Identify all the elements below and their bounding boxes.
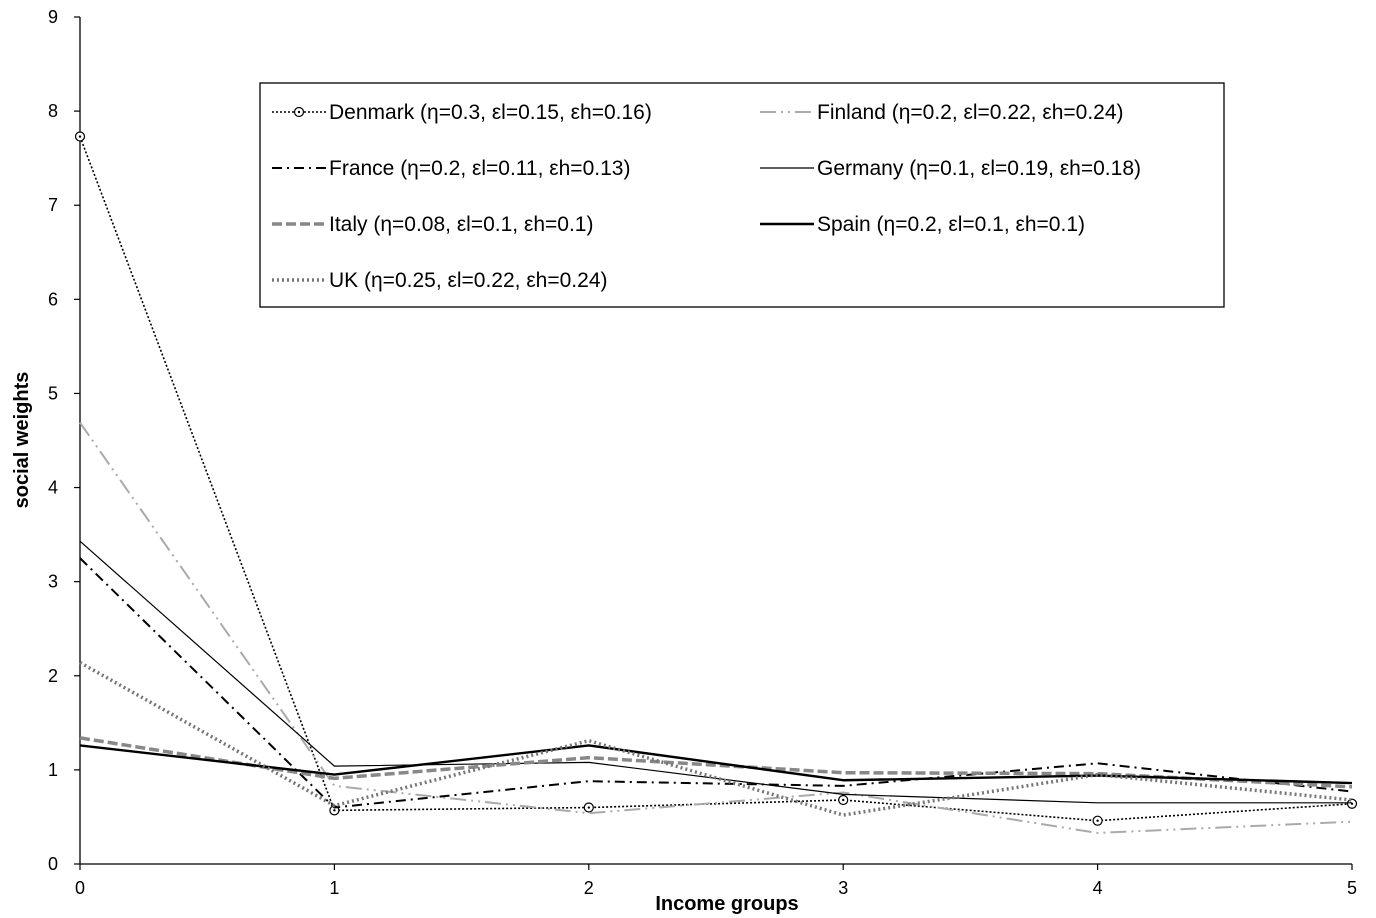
legend-label-0: Denmark (η=0.3, εl=0.15, εh=0.16) (329, 101, 652, 124)
legend-label-4: Italy (η=0.08, εl=0.1, εh=0.1) (329, 213, 593, 236)
data-point-marker-center (78, 135, 82, 138)
y-tick-label: 7 (48, 195, 58, 215)
data-point-marker-center (842, 798, 845, 802)
x-tick-label: 1 (329, 878, 339, 898)
legend-label-2: France (η=0.2, εl=0.11, εh=0.13) (329, 157, 630, 180)
y-tick-label: 5 (48, 383, 58, 403)
x-tick-label: 2 (584, 878, 594, 898)
y-tick-label: 0 (48, 854, 58, 874)
y-tick-label: 4 (48, 478, 58, 498)
y-tick-label: 3 (48, 572, 58, 592)
series-line-2 (79, 557, 1353, 809)
y-tick-label: 9 (48, 7, 58, 27)
chart-series (74, 131, 1358, 834)
x-tick-label: 3 (838, 878, 848, 898)
legend-label-3: Germany (η=0.1, εl=0.19, εh=0.18) (817, 157, 1141, 180)
data-point-marker-center (587, 806, 590, 809)
legend-marker-center (297, 110, 301, 114)
y-tick-label: 6 (48, 289, 58, 309)
chart-legend: Denmark (η=0.3, εl=0.15, εh=0.16) Finland… (259, 82, 1225, 308)
x-tick-label: 5 (1347, 878, 1357, 898)
x-tick-label: 4 (1093, 878, 1103, 898)
series-line-6 (79, 661, 1353, 817)
legend-label-1: Finland (η=0.2, εl=0.22, εh=0.24) (817, 101, 1124, 124)
series-line-3 (79, 540, 1352, 804)
chart-axes: 0 1 2 3 4 5 6 7 8 9 0 1 2 3 4 5 (48, 7, 1357, 898)
legend-label-6: UK (η=0.25, εl=0.22, εh=0.24) (329, 269, 608, 292)
series-line-5 (79, 744, 1353, 785)
y-tick-label: 8 (48, 101, 58, 121)
y-tick-label: 1 (48, 760, 58, 780)
data-point-marker-center (1096, 819, 1099, 822)
legend-box (259, 82, 1225, 308)
y-tick-label: 2 (48, 666, 58, 686)
series-line-1 (79, 422, 1353, 834)
data-point-marker-center (333, 809, 336, 812)
legend-label-5: Spain (η=0.2, εl=0.1, εh=0.1) (817, 213, 1085, 236)
x-tick-label: 0 (75, 878, 85, 898)
y-axis-title: social weights (11, 372, 33, 509)
x-axis-title: Income groups (655, 893, 798, 915)
